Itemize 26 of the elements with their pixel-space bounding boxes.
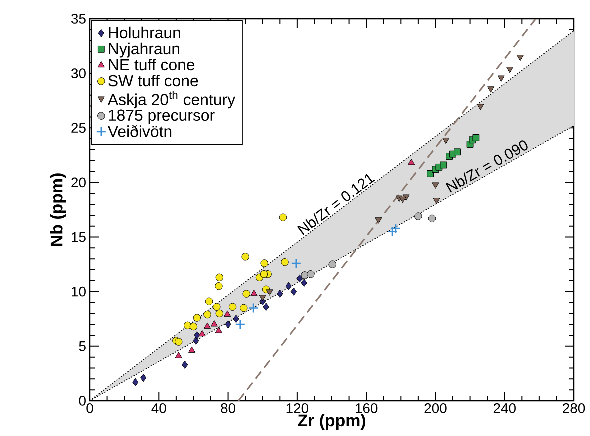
- legend-label: Nyjahraun: [109, 42, 180, 58]
- y-tick-label: 30: [72, 68, 86, 78]
- x-tick-label: 280: [563, 403, 586, 414]
- y-tick-label: 0: [79, 396, 86, 406]
- y-tick-label: 35: [72, 14, 86, 24]
- y-tick-label: 15: [72, 232, 86, 242]
- x-tick-label: 120: [286, 403, 309, 414]
- legend-label: SW tuff cone: [108, 74, 198, 87]
- x-axis-title: Zr (ppm): [298, 414, 366, 430]
- legend-label: 1875 precursor: [109, 110, 215, 124]
- y-tick-label: 5: [79, 342, 86, 352]
- y-tick-label: 25: [72, 123, 86, 134]
- y-axis-title: Nb (ppm): [50, 174, 66, 246]
- annotation: Nb/Zr = 0.090: [446, 140, 528, 193]
- legend-label: Holuhraun: [109, 26, 180, 39]
- legend-label: NE tuff cone: [109, 58, 195, 71]
- legend-label: Askja 20$^{th}$ century: [108, 90, 236, 109]
- x-tick-label: 200: [424, 403, 447, 414]
- x-tick-label: 80: [221, 403, 236, 414]
- y-tick-label: 20: [72, 178, 86, 188]
- x-tick-label: 0: [86, 403, 94, 414]
- x-tick-label: 40: [152, 403, 166, 414]
- x-tick-label: 160: [356, 403, 378, 414]
- x-tick-label: 240: [494, 403, 516, 414]
- y-tick-label: 10: [72, 286, 86, 297]
- legend-label: Veiðivötn: [108, 125, 172, 138]
